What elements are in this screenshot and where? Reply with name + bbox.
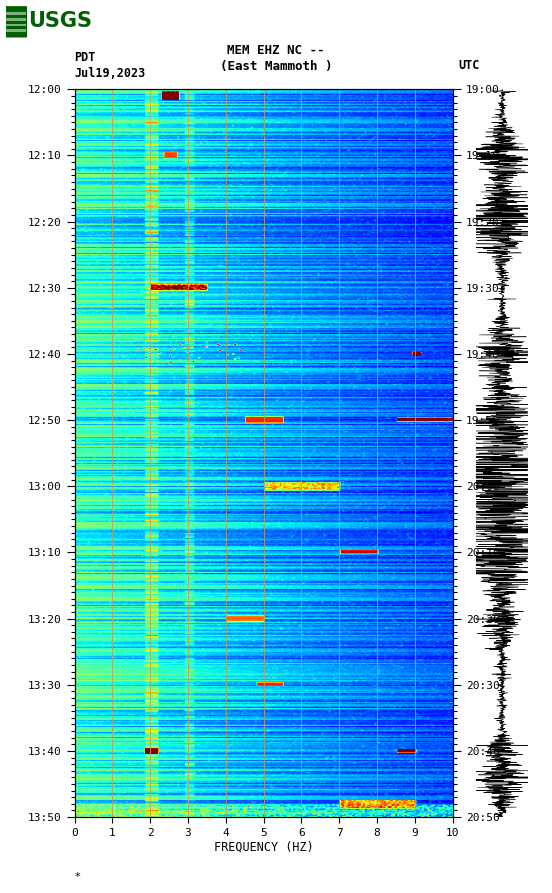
FancyBboxPatch shape: [6, 6, 27, 38]
Text: *: *: [75, 872, 80, 882]
Bar: [6, 18, 26, 21]
Bar: [6, 29, 26, 32]
Text: MEM EHZ NC --: MEM EHZ NC --: [227, 44, 325, 56]
Text: UTC: UTC: [458, 59, 480, 71]
Text: (East Mammoth ): (East Mammoth ): [220, 60, 332, 72]
Text: Jul19,2023: Jul19,2023: [75, 67, 146, 79]
Bar: [6, 23, 26, 27]
Bar: [6, 12, 26, 14]
Text: PDT: PDT: [75, 51, 96, 63]
X-axis label: FREQUENCY (HZ): FREQUENCY (HZ): [214, 840, 314, 854]
Text: USGS: USGS: [29, 11, 93, 30]
